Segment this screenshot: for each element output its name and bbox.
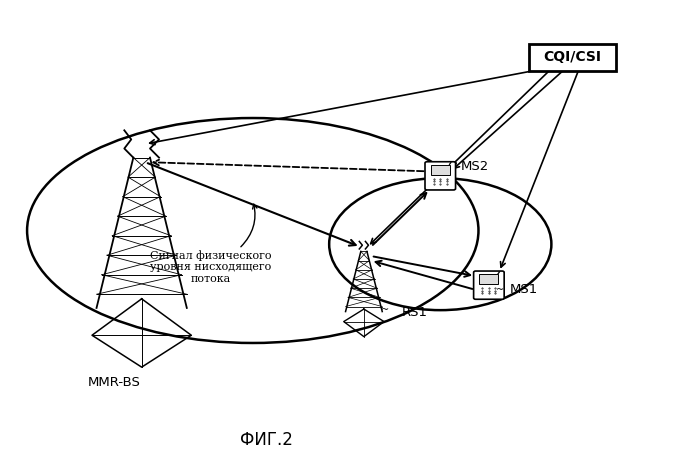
FancyBboxPatch shape	[474, 271, 504, 299]
Text: ~: ~	[382, 305, 389, 315]
Text: CQI/CSI: CQI/CSI	[543, 50, 601, 65]
Text: MS2: MS2	[461, 160, 489, 173]
Bar	[430, 165, 450, 175]
Text: MS1: MS1	[510, 283, 538, 296]
FancyBboxPatch shape	[425, 162, 456, 190]
Text: MMR-BS: MMR-BS	[88, 376, 140, 389]
Text: ~: ~	[496, 285, 504, 295]
Text: RS1: RS1	[402, 306, 428, 319]
Bar	[480, 274, 498, 284]
FancyBboxPatch shape	[528, 44, 615, 71]
Text: Сигнал физического
уровня нисходящего
потока: Сигнал физического уровня нисходящего по…	[150, 250, 272, 284]
Text: ФИГ.2: ФИГ.2	[240, 431, 293, 449]
